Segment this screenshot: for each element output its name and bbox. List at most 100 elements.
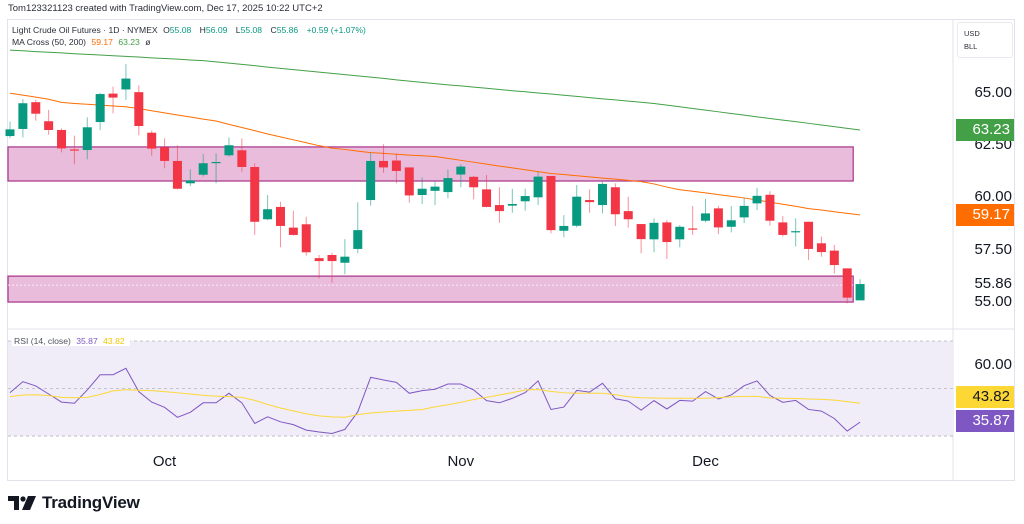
candle-body xyxy=(5,129,15,137)
candle xyxy=(82,117,92,160)
resistance-zone xyxy=(7,146,854,182)
candle xyxy=(327,252,337,283)
candle xyxy=(842,268,852,304)
candle-body xyxy=(585,200,595,203)
candle xyxy=(160,138,170,169)
ma-title[interactable]: MA Cross (50, 200) xyxy=(12,37,87,47)
rsi-line xyxy=(9,367,861,434)
candle-body xyxy=(533,176,543,198)
candle xyxy=(778,216,788,237)
candle xyxy=(288,210,298,236)
candle xyxy=(31,99,41,121)
candle-body xyxy=(57,129,67,149)
candle xyxy=(211,153,221,184)
ma-symbol: ø xyxy=(145,37,151,47)
candle xyxy=(585,189,595,213)
candle xyxy=(121,63,131,100)
candle-body xyxy=(211,161,221,164)
ma-legend: MA Cross (50, 200) 59.17 63.23 ø xyxy=(12,37,153,47)
candle xyxy=(636,224,646,254)
candle-body xyxy=(69,149,79,151)
candle xyxy=(57,128,67,153)
candle-body xyxy=(482,189,492,207)
rsi-ma-value: 43.82 xyxy=(103,336,125,346)
candle xyxy=(765,191,775,226)
candle xyxy=(688,206,698,235)
candle xyxy=(18,99,28,138)
candle-body xyxy=(842,268,852,298)
candle xyxy=(597,181,607,214)
price-tick: 55.00 xyxy=(974,293,1012,310)
candle xyxy=(494,187,504,223)
candle-body xyxy=(778,222,788,235)
candle xyxy=(649,218,659,253)
candle-body xyxy=(366,160,376,201)
candle xyxy=(366,152,376,206)
candle-body xyxy=(816,243,826,253)
candle-body xyxy=(327,255,337,262)
candle xyxy=(791,218,801,247)
candle-body xyxy=(752,195,762,204)
chart-frame xyxy=(7,19,1015,481)
candle-body xyxy=(739,205,749,218)
candle xyxy=(572,184,582,228)
currency-label: USD xyxy=(964,29,980,38)
rsi-ma-line xyxy=(9,388,861,418)
candle xyxy=(662,220,672,259)
candle-body xyxy=(610,187,620,215)
x-axis-label-dec: Dec xyxy=(692,453,719,470)
candle xyxy=(250,163,260,235)
candle-body xyxy=(572,196,582,226)
candle-body xyxy=(95,94,105,123)
candle xyxy=(172,145,182,190)
brand-name: TradingView xyxy=(42,493,140,512)
candle xyxy=(69,135,79,165)
candle-body xyxy=(301,224,311,253)
rsi-title[interactable]: RSI (14, close) xyxy=(14,336,71,346)
candle-body xyxy=(597,183,607,206)
candle xyxy=(443,169,453,199)
currency-unit-box[interactable]: USD BLL xyxy=(957,22,1013,58)
candle xyxy=(108,86,118,114)
candle xyxy=(520,188,530,211)
candle-body xyxy=(417,188,427,196)
candle-body xyxy=(18,103,28,129)
candle-body xyxy=(404,167,414,196)
candle xyxy=(301,216,311,256)
candle-body xyxy=(340,256,350,263)
candle-body xyxy=(353,230,363,249)
rsi-pane xyxy=(8,340,953,437)
candle-body xyxy=(430,186,440,191)
candle xyxy=(533,171,543,206)
candle xyxy=(507,188,517,213)
chart-credit: Tom123321123 created with TradingView.co… xyxy=(8,3,323,14)
candle-body xyxy=(314,258,324,262)
candle xyxy=(44,109,54,135)
symbol-title[interactable]: Light Crude Oil Futures · 1D · NYMEX xyxy=(12,25,158,35)
low-value: 55.08 xyxy=(240,25,263,35)
candle-body xyxy=(108,93,118,98)
candle xyxy=(5,121,15,138)
tradingview-logo-icon xyxy=(8,496,36,510)
candle-body xyxy=(623,211,633,220)
price-tick: 60.00 xyxy=(974,188,1012,205)
candle-body xyxy=(185,180,195,184)
candle-body xyxy=(121,78,131,90)
candle-body xyxy=(520,196,530,202)
close-value: 55.86 xyxy=(276,25,299,35)
candle xyxy=(804,221,814,261)
candle xyxy=(752,187,762,211)
candle xyxy=(430,181,440,206)
candle-body xyxy=(804,221,814,249)
candle-body xyxy=(224,145,234,156)
candle xyxy=(456,164,466,188)
candle-body xyxy=(443,178,453,193)
candle xyxy=(224,137,234,157)
candle-body xyxy=(469,176,479,188)
price-tick: 57.50 xyxy=(974,241,1012,258)
symbol-legend: Light Crude Oil Futures · 1D · NYMEX O55… xyxy=(12,25,369,35)
tradingview-logo[interactable]: TradingView xyxy=(8,493,140,513)
candle-body xyxy=(456,166,466,175)
candle-body xyxy=(237,150,247,167)
